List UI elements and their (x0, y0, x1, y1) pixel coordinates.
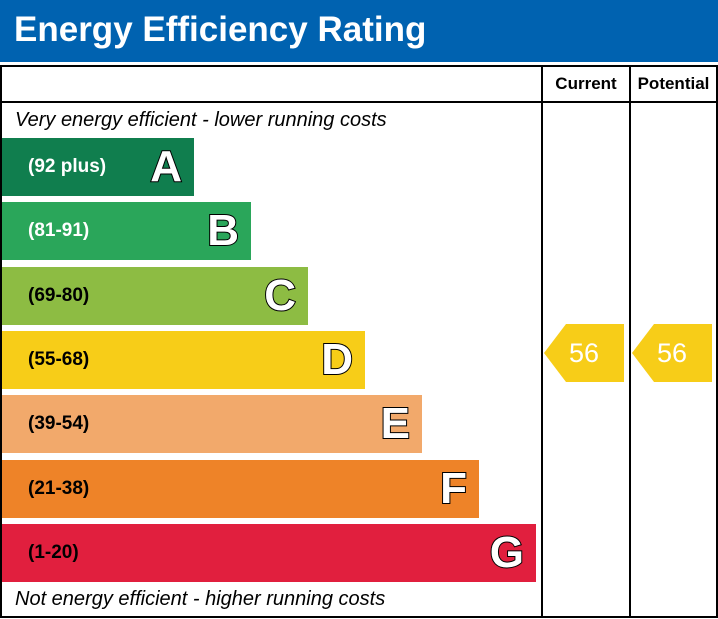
table-right-border (716, 65, 718, 618)
band-range-label: (92 plus) (28, 156, 107, 177)
header-row-divider (0, 101, 718, 103)
potential-column-header: Potential (637, 74, 710, 93)
band-letter: F (439, 464, 468, 514)
current-column-header: Current (555, 74, 617, 93)
band-range-label: (81-91) (28, 220, 90, 241)
band-c: (69-80) C (2, 267, 308, 325)
band-letter: D (320, 335, 354, 385)
band-f: (21-38) F (2, 460, 479, 518)
band-range-label: (21-38) (28, 478, 90, 499)
current-arrow-shape (544, 324, 624, 382)
band-range-label: (1-20) (28, 542, 79, 563)
potential-rating-arrow: 56 (632, 324, 712, 382)
band-g: (1-20) G (2, 524, 536, 582)
potential-column-divider (629, 65, 631, 618)
band-letter: A (149, 142, 183, 192)
table-left-border (0, 65, 2, 618)
band-d: (55-68) D (2, 331, 365, 389)
band-letter: C (263, 271, 297, 321)
band-letter: G (489, 528, 525, 578)
efficient-note: Very energy efficient - lower running co… (15, 109, 387, 131)
band-a: (92 plus) A (2, 138, 194, 196)
potential-rating-value: 56 (656, 338, 688, 368)
band-b: (81-91) B (2, 202, 251, 260)
header-bar: Energy Efficiency Rating (0, 0, 718, 62)
band-letter: B (206, 206, 240, 256)
band-range-label: (55-68) (28, 349, 90, 370)
current-rating-arrow: 56 (544, 324, 624, 382)
inefficient-note: Not energy efficient - higher running co… (15, 588, 386, 610)
potential-arrow-shape (632, 324, 712, 382)
band-range-label: (39-54) (28, 413, 90, 434)
band-e: (39-54) E (2, 395, 422, 453)
band-letter: E (380, 399, 411, 449)
table-bottom-border (0, 616, 718, 618)
table-top-border (0, 65, 718, 67)
current-rating-value: 56 (568, 338, 600, 368)
band-range-label: (69-80) (28, 285, 90, 306)
current-column-divider (541, 65, 543, 618)
page-title: Energy Efficiency Rating (14, 10, 427, 49)
